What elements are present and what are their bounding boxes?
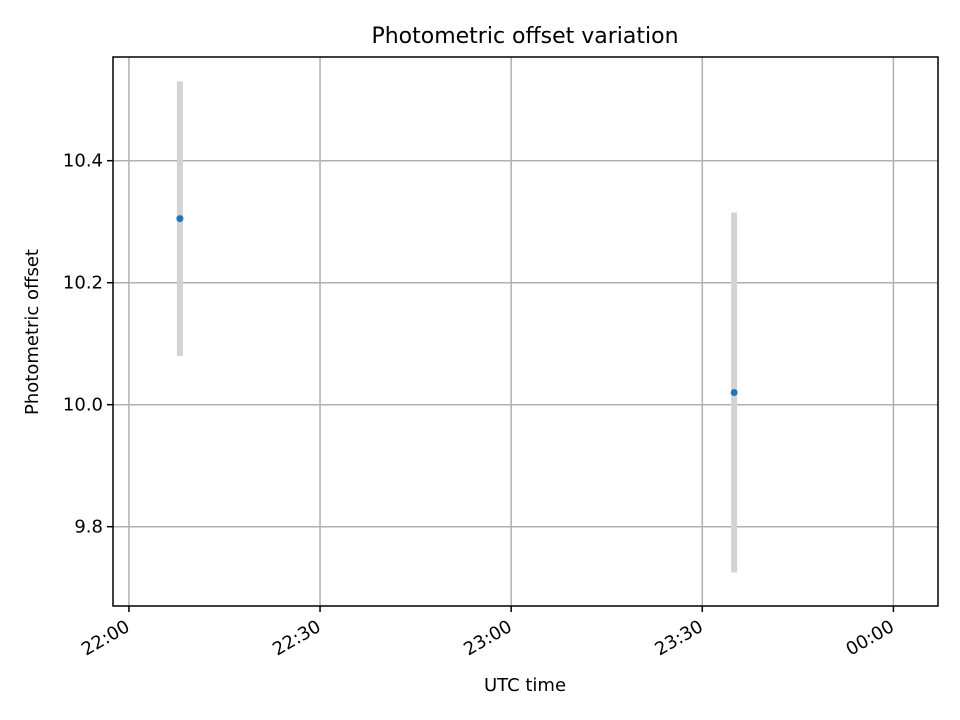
x-tick-label: 22:00 xyxy=(78,616,133,660)
y-tick-label: 9.8 xyxy=(74,517,103,538)
error-bars xyxy=(176,81,738,573)
x-axis-ticks: 22:0022:3023:0023:3000:0000:3001:0001:30… xyxy=(78,606,898,660)
grid xyxy=(113,57,938,606)
x-tick-label: 00:00 xyxy=(842,616,897,660)
x-tick-label: 22:30 xyxy=(269,616,324,660)
y-axis-ticks: 9.8 10.0 10.2 10.4 xyxy=(63,151,113,538)
x-axis-label: UTC time xyxy=(484,675,566,696)
data-points xyxy=(176,215,738,396)
y-tick-label: 10.0 xyxy=(63,395,103,416)
y-axis-label: Photometric offset xyxy=(22,249,43,415)
data-point xyxy=(176,215,184,223)
x-tick-label: 23:00 xyxy=(460,616,515,660)
x-tick-label: 23:30 xyxy=(651,616,706,660)
chart-title: Photometric offset variation xyxy=(371,24,678,49)
y-tick-label: 10.2 xyxy=(63,273,103,294)
data-point xyxy=(730,389,738,396)
y-tick-label: 10.4 xyxy=(63,151,103,172)
plot-frame xyxy=(112,56,939,607)
